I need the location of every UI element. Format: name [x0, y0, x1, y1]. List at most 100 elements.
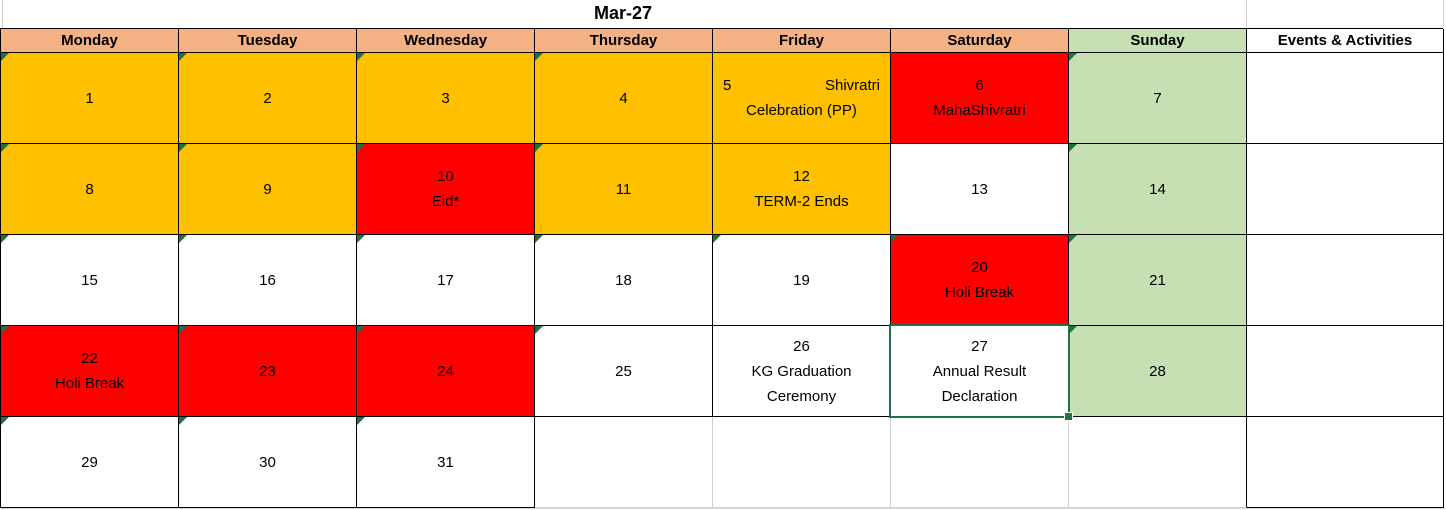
event-text: TERM-2 Ends [754, 193, 849, 210]
day-cell-5[interactable]: 5 Shivratri Celebration (PP) [713, 53, 891, 144]
day-cell-19[interactable]: 19 [713, 235, 891, 326]
error-indicator-icon [1, 53, 9, 61]
day-cell-31[interactable]: 31 [357, 417, 535, 508]
events-cell[interactable] [1247, 326, 1444, 417]
column-header-label: Tuesday [237, 32, 298, 49]
day-cell-23[interactable]: 23 [179, 326, 357, 417]
events-cell[interactable] [1247, 53, 1444, 144]
day-cell-10[interactable]: 10 Eid* [357, 144, 535, 235]
day-cell-2[interactable]: 2 [179, 53, 357, 144]
error-indicator-icon [535, 144, 543, 152]
day-cell-21[interactable]: 21 [1069, 235, 1247, 326]
event-text: Shivratri [824, 77, 880, 94]
gridline [1246, 0, 1247, 28]
day-number: 14 [1149, 180, 1166, 198]
day-cell-12[interactable]: 12 TERM-2 Ends [713, 144, 891, 235]
day-number: 16 [259, 271, 276, 289]
error-indicator-icon [891, 235, 899, 243]
error-indicator-icon [1, 235, 9, 243]
error-indicator-icon [179, 235, 187, 243]
event-text: Holi Break [54, 375, 125, 392]
event-text: Ceremony [766, 387, 837, 405]
day-cell-13[interactable]: 13 [891, 144, 1069, 235]
day-number: 26 [793, 337, 810, 355]
empty-cell[interactable] [891, 417, 1069, 508]
day-cell-29[interactable]: 29 [1, 417, 179, 508]
error-indicator-icon [357, 417, 365, 425]
events-cell[interactable] [1247, 417, 1444, 508]
empty-cell[interactable] [535, 417, 713, 508]
day-cell-15[interactable]: 15 [1, 235, 179, 326]
day-number: 21 [1149, 271, 1166, 289]
day-cell-17[interactable]: 17 [357, 235, 535, 326]
day-number: 5 [723, 77, 732, 94]
column-header-saturday[interactable]: Saturday [891, 29, 1069, 53]
day-number: 13 [971, 180, 988, 198]
day-cell-14[interactable]: 14 [1069, 144, 1247, 235]
column-header-label: Sunday [1130, 32, 1185, 49]
column-header-friday[interactable]: Friday [713, 29, 891, 53]
day-cell-9[interactable]: 9 [179, 144, 357, 235]
event-text: Celebration (PP) [746, 102, 857, 119]
day-cell-16[interactable]: 16 [179, 235, 357, 326]
column-header-label: Wednesday [403, 32, 488, 49]
column-header-events-activities[interactable]: Events & Activities [1247, 29, 1444, 53]
day-number: 17 [437, 271, 454, 289]
column-header-tuesday[interactable]: Tuesday [179, 29, 357, 53]
column-header-thursday[interactable]: Thursday [535, 29, 713, 53]
event-text: Annual Result [932, 362, 1027, 380]
column-header-label: Events & Activities [1277, 32, 1413, 49]
error-indicator-icon [713, 235, 721, 243]
month-title[interactable]: Mar-27 [593, 3, 653, 23]
day-number: 11 [615, 180, 632, 198]
error-indicator-icon [535, 326, 543, 334]
error-indicator-icon [1069, 53, 1077, 61]
day-number: 3 [441, 89, 450, 107]
day-number: 4 [619, 89, 628, 107]
day-cell-4[interactable]: 4 [535, 53, 713, 144]
column-header-monday[interactable]: Monday [1, 29, 179, 53]
error-indicator-icon [1069, 235, 1077, 243]
day-cell-22[interactable]: 22 Holi Break [1, 326, 179, 417]
day-cell-28[interactable]: 28 [1069, 326, 1247, 417]
events-cell[interactable] [1247, 235, 1444, 326]
day-number: 24 [437, 362, 454, 380]
error-indicator-icon [357, 326, 365, 334]
day-number: 29 [81, 453, 98, 471]
event-text: KG Graduation [751, 362, 852, 380]
day-cell-11[interactable]: 11 [535, 144, 713, 235]
column-header-label: Monday [61, 32, 118, 49]
day-number: 1 [85, 89, 94, 107]
day-cell-30[interactable]: 30 [179, 417, 357, 508]
day-cell-1[interactable]: 1 [1, 53, 179, 144]
day-cell-27[interactable]: 27 Annual Result Declaration [889, 324, 1073, 421]
column-header-wednesday[interactable]: Wednesday [357, 29, 535, 53]
error-indicator-icon [179, 53, 187, 61]
day-number: 19 [793, 271, 810, 289]
fill-handle[interactable] [1064, 412, 1073, 421]
column-header-label: Saturday [947, 32, 1012, 49]
day-cell-20[interactable]: 20 Holi Break [891, 235, 1069, 326]
day-cell-25[interactable]: 25 [535, 326, 713, 417]
day-number: 9 [263, 180, 272, 198]
day-number: 20 [971, 259, 988, 276]
day-cell-6[interactable]: 6 MahaShivratri [891, 53, 1069, 144]
day-cell-18[interactable]: 18 [535, 235, 713, 326]
day-number: 31 [437, 453, 454, 471]
error-indicator-icon [179, 144, 187, 152]
column-header-label: Friday [778, 32, 824, 49]
events-cell[interactable] [1247, 144, 1444, 235]
day-number: 18 [615, 271, 632, 289]
column-header-sunday[interactable]: Sunday [1069, 29, 1247, 53]
event-text: Holi Break [944, 284, 1015, 301]
event-text: Eid* [431, 193, 460, 210]
empty-cell[interactable] [713, 417, 891, 508]
day-cell-3[interactable]: 3 [357, 53, 535, 144]
day-cell-7[interactable]: 7 [1069, 53, 1247, 144]
gridline [0, 508, 1446, 509]
day-cell-26[interactable]: 26 KG Graduation Ceremony [713, 326, 891, 417]
empty-cell[interactable] [1069, 417, 1247, 508]
day-cell-8[interactable]: 8 [1, 144, 179, 235]
day-cell-24[interactable]: 24 [357, 326, 535, 417]
gridline [1443, 0, 1444, 28]
